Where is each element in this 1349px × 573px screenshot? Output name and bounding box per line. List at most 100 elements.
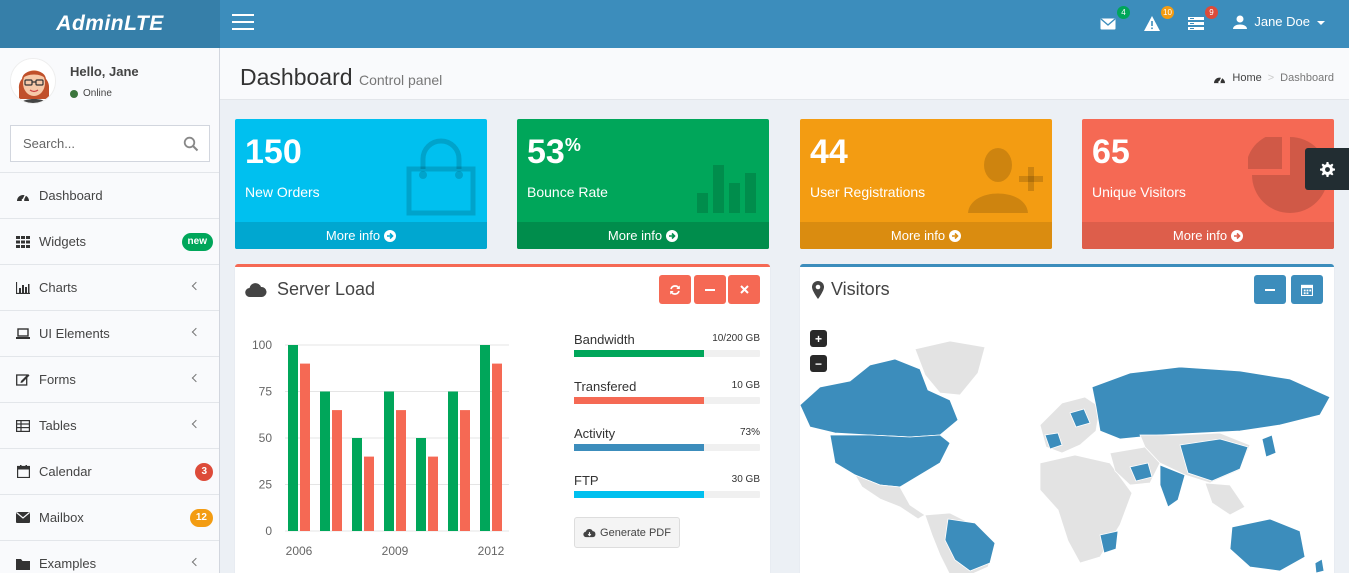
bar bbox=[480, 345, 490, 531]
calendar-badge: 3 bbox=[195, 462, 213, 481]
sidebar-menu: Dashboard Widgets new Charts UI Elements… bbox=[0, 172, 219, 573]
laptop-icon bbox=[16, 327, 30, 339]
map-marker-icon bbox=[812, 281, 824, 299]
edit-icon bbox=[16, 374, 30, 386]
user-panel: Hello, Jane Online bbox=[0, 48, 219, 114]
sidebar-item-widgets[interactable]: Widgets new bbox=[0, 218, 219, 264]
close-icon bbox=[739, 285, 749, 294]
bar-chart-icon bbox=[16, 281, 30, 294]
y-tick-label: 25 bbox=[259, 478, 273, 492]
collapse-button[interactable] bbox=[1254, 275, 1286, 304]
box-value-unit: % bbox=[564, 135, 581, 155]
user-registrations-box: 44 User Registrations More info bbox=[800, 119, 1052, 249]
more-info-label: More info bbox=[890, 228, 946, 243]
new-orders-box: 150 New Orders More info bbox=[235, 119, 487, 249]
tasks-badge: 9 bbox=[1205, 6, 1218, 19]
panel-title: Visitors bbox=[831, 279, 890, 299]
bar bbox=[448, 391, 458, 531]
calendar-icon bbox=[1301, 284, 1313, 296]
search-icon[interactable] bbox=[183, 136, 199, 152]
search-input[interactable] bbox=[11, 126, 171, 161]
progress-label: FTP bbox=[574, 473, 599, 488]
map-zoom-in-button[interactable]: + bbox=[810, 330, 827, 347]
world-map[interactable] bbox=[800, 335, 1334, 573]
server-load-bar-chart: 0 25 50 75 100 2006 2009 2012 bbox=[252, 338, 509, 558]
sidebar-item-ui-elements[interactable]: UI Elements bbox=[0, 310, 219, 356]
unique-visitors-box: 65 Unique Visitors More info bbox=[1082, 119, 1334, 249]
more-info-link[interactable]: More info bbox=[800, 222, 1052, 249]
gear-icon bbox=[1319, 161, 1335, 177]
more-info-link[interactable]: More info bbox=[1082, 222, 1334, 249]
sidebar: Hello, Jane Online Dashboard Widgets new… bbox=[0, 48, 220, 573]
date-range-button[interactable] bbox=[1291, 275, 1323, 304]
box-label: Unique Visitors bbox=[1092, 184, 1186, 200]
user-status-label: Online bbox=[83, 88, 112, 99]
bar bbox=[384, 391, 394, 531]
sidebar-item-examples[interactable]: Examples bbox=[0, 540, 219, 573]
tasks-button[interactable]: 9 bbox=[1188, 6, 1218, 34]
y-tick-label: 100 bbox=[252, 338, 272, 352]
warning-icon bbox=[1144, 16, 1160, 31]
progress-ftp: FTP 30 GB bbox=[574, 473, 760, 498]
calendar-icon bbox=[16, 465, 30, 478]
bar bbox=[396, 410, 406, 531]
panel-title: Server Load bbox=[277, 279, 376, 299]
tasks-icon bbox=[1188, 17, 1204, 30]
envelope-icon bbox=[1100, 18, 1116, 30]
messages-button[interactable]: 4 bbox=[1100, 6, 1130, 34]
page-title: Dashboard bbox=[240, 64, 353, 90]
top-navbar: 4 10 9 Jane Doe bbox=[220, 0, 1349, 48]
table-icon bbox=[16, 419, 30, 432]
more-info-link[interactable]: More info bbox=[517, 222, 769, 249]
more-info-link[interactable]: More info bbox=[235, 222, 487, 249]
content-header: Dashboard Control panel Home > Dashboard bbox=[220, 48, 1349, 100]
folder-icon bbox=[16, 558, 30, 570]
arrow-circle-right-icon bbox=[384, 229, 397, 242]
progress-bar bbox=[574, 397, 760, 404]
breadcrumb: Home > Dashboard bbox=[1213, 72, 1334, 84]
notifications-button[interactable]: 10 bbox=[1144, 6, 1174, 34]
sidebar-item-dashboard[interactable]: Dashboard bbox=[0, 172, 219, 218]
generate-pdf-button[interactable]: Generate PDF bbox=[574, 517, 680, 548]
sidebar-item-label: Widgets bbox=[39, 234, 86, 249]
chevron-left-icon bbox=[191, 419, 201, 429]
new-badge: new bbox=[181, 232, 213, 251]
collapse-button[interactable] bbox=[694, 275, 726, 304]
widgets-icon bbox=[16, 235, 30, 248]
box-value: 65 bbox=[1092, 133, 1130, 171]
sidebar-item-charts[interactable]: Charts bbox=[0, 264, 219, 310]
chevron-left-icon bbox=[191, 557, 201, 567]
breadcrumb-active: Dashboard bbox=[1280, 72, 1334, 84]
bar bbox=[460, 410, 470, 531]
progress-activity: Activity 73% bbox=[574, 426, 760, 451]
progress-label: Transfered bbox=[574, 379, 637, 394]
sidebar-item-label: Forms bbox=[39, 372, 76, 387]
sidebar-item-label: Dashboard bbox=[39, 188, 103, 203]
user-icon bbox=[1233, 15, 1248, 29]
control-sidebar-toggle[interactable] bbox=[1305, 148, 1349, 190]
sidebar-item-tables[interactable]: Tables bbox=[0, 402, 219, 448]
map-zoom-out-button[interactable]: − bbox=[810, 355, 827, 372]
remove-button[interactable] bbox=[728, 275, 760, 304]
user-menu[interactable]: Jane Doe bbox=[1233, 14, 1325, 29]
breadcrumb-home-link[interactable]: Home bbox=[1232, 72, 1262, 84]
x-tick-label: 2006 bbox=[286, 544, 313, 558]
arrow-circle-right-icon bbox=[949, 229, 962, 242]
bar bbox=[416, 438, 426, 531]
user-status: Online bbox=[70, 88, 112, 99]
sidebar-item-forms[interactable]: Forms bbox=[0, 356, 219, 402]
sidebar-toggle-icon[interactable] bbox=[232, 14, 254, 32]
app-logo[interactable]: AdminLTE bbox=[0, 0, 220, 48]
sidebar-item-calendar[interactable]: Calendar 3 bbox=[0, 448, 219, 494]
cloud-download-icon bbox=[583, 528, 596, 537]
online-dot-icon bbox=[70, 89, 78, 98]
bar bbox=[364, 456, 374, 531]
minus-icon bbox=[1265, 288, 1275, 291]
progress-fill bbox=[574, 491, 705, 498]
sidebar-item-mailbox[interactable]: Mailbox 12 bbox=[0, 494, 219, 540]
more-info-label: More info bbox=[1172, 228, 1228, 243]
sidebar-item-label: Calendar bbox=[39, 464, 92, 479]
refresh-button[interactable] bbox=[659, 275, 691, 304]
sidebar-item-label: Examples bbox=[39, 556, 97, 571]
box-value: 44 bbox=[810, 133, 848, 171]
